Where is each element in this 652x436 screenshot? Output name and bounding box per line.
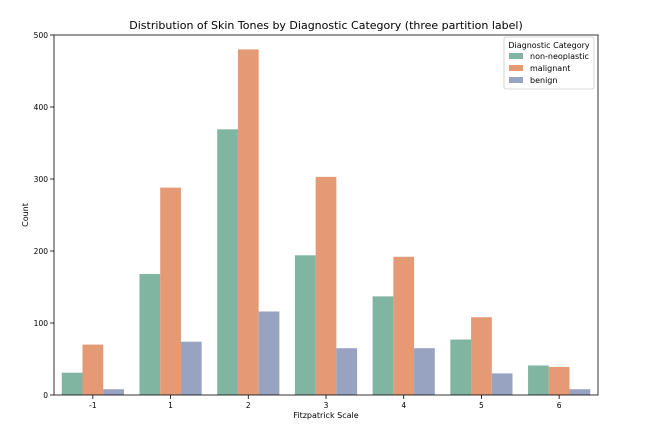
bar-benign-4: [414, 348, 435, 395]
y-axis: 0 100 200 300 400 500: [34, 31, 54, 400]
y-tick-label: 0: [43, 391, 48, 400]
bar-non-neoplastic-6: [528, 365, 549, 395]
bar-malignant-3: [315, 176, 337, 395]
bar-malignant-5: [471, 317, 492, 395]
bar-benign-2: [258, 311, 280, 395]
y-tick-label: 200: [34, 247, 49, 256]
legend: Diagnostic Category non-neoplastic malign…: [503, 36, 595, 90]
legend-swatch-malignant: [509, 65, 523, 71]
x-tick-label: 1: [168, 401, 173, 410]
bar-benign-5: [491, 373, 513, 395]
legend-swatch-non-neoplastic: [509, 53, 523, 59]
legend-label-malignant: malignant: [530, 64, 570, 73]
legend-swatch-benign: [509, 77, 523, 83]
bar-non-neoplastic-1: [139, 274, 161, 395]
x-axis-label: Fitzpatrick Scale: [293, 411, 358, 420]
y-tick-label: 300: [34, 175, 49, 184]
x-tick-label: 2: [246, 401, 251, 410]
bar-malignant-2: [237, 49, 259, 396]
bar-malignant--1: [82, 344, 104, 395]
bar-benign-3: [336, 348, 358, 395]
y-tick-label: 500: [34, 31, 49, 40]
y-axis-label: Count: [21, 203, 30, 227]
legend-title: Diagnostic Category: [508, 41, 590, 50]
legend-label-benign: benign: [530, 76, 557, 85]
bar-benign--1: [103, 389, 124, 395]
bar-malignant-6: [548, 366, 570, 395]
x-tick-label: 5: [479, 401, 484, 410]
legend-box: [503, 36, 595, 90]
bar-non-neoplastic-2: [217, 129, 238, 395]
bar-malignant-4: [393, 256, 415, 395]
x-tick-label: 4: [401, 401, 406, 410]
x-tick-label: -1: [89, 401, 97, 410]
legend-label-non-neoplastic: non-neoplastic: [530, 52, 589, 61]
bar-non-neoplastic-5: [450, 339, 472, 395]
bar-non-neoplastic-3: [294, 255, 316, 395]
bar-non-neoplastic--1: [61, 372, 83, 395]
x-tick-label: 3: [324, 401, 329, 410]
bar-benign-6: [569, 389, 591, 395]
bar-benign-1: [180, 341, 202, 395]
y-tick-label: 100: [34, 319, 49, 328]
x-tick-label: 6: [557, 401, 562, 410]
chart-title: Distribution of Skin Tones by Diagnostic…: [129, 19, 523, 32]
bar-malignant-1: [160, 187, 181, 395]
bar-non-neoplastic-4: [372, 296, 394, 395]
bars-layer: [61, 49, 591, 396]
legend-items: non-neoplastic malignant benign: [509, 52, 589, 85]
y-tick-label: 400: [34, 103, 49, 112]
x-axis: -1 1 2 3 4 5 6: [89, 395, 562, 410]
